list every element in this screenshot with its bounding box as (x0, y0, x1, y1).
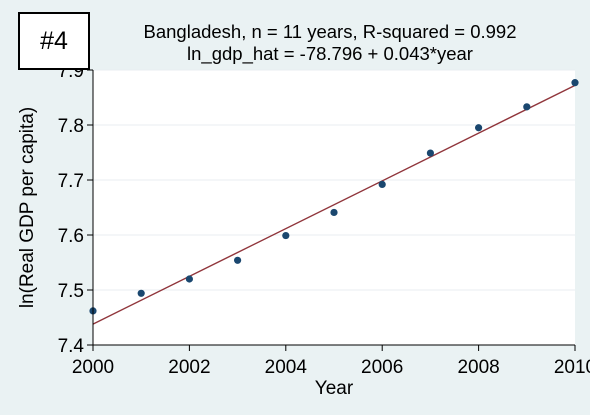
x-tick-label: 2006 (361, 357, 403, 378)
x-tick-label: 2000 (72, 357, 114, 378)
data-point (185, 275, 193, 283)
data-point (234, 256, 242, 264)
chart-title: Bangladesh, n = 11 years, R-squared = 0.… (144, 21, 517, 42)
data-point (475, 124, 483, 132)
chart-subtitle: ln_gdp_hat = -78.796 + 0.043*year (187, 43, 473, 65)
y-axis-label: ln(Real GDP per capita) (17, 107, 38, 308)
data-point (426, 149, 434, 157)
data-point (378, 180, 386, 188)
y-tick-label: 7.8 (58, 116, 84, 137)
x-tick-label: 2004 (265, 357, 308, 378)
data-point (282, 231, 290, 240)
x-axis-label: Year (315, 378, 354, 399)
x-tick-label: 2010 (554, 357, 590, 378)
axes (87, 69, 576, 351)
data-points (89, 79, 579, 315)
y-tick-label: 7.4 (58, 336, 85, 357)
data-point (137, 289, 145, 297)
plot-area (93, 70, 575, 345)
data-point (523, 103, 531, 111)
y-tick-label: 7.7 (58, 171, 84, 192)
chart-number-badge: #4 (18, 12, 90, 70)
y-tick-label: 7.6 (58, 226, 84, 247)
data-point (330, 208, 338, 217)
y-tick-label: 7.5 (58, 281, 84, 302)
fit-line (92, 84, 576, 325)
x-tick-label: 2002 (168, 357, 210, 378)
x-tick-label: 2008 (457, 357, 499, 378)
fit-line-group (92, 84, 576, 325)
data-point (571, 79, 579, 87)
